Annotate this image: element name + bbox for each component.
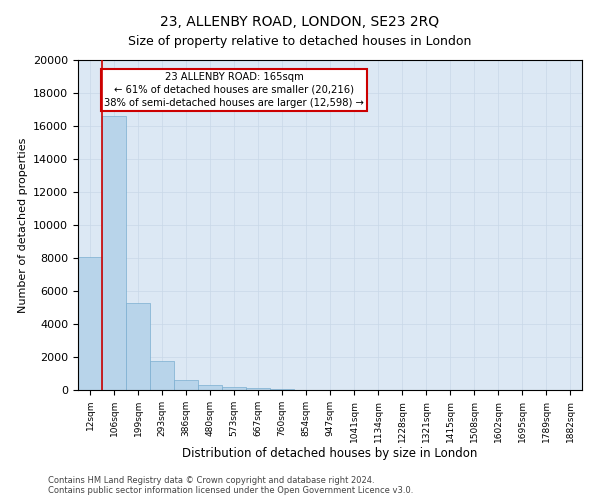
Bar — [174, 380, 198, 390]
Bar — [270, 389, 294, 390]
Text: 23, ALLENBY ROAD, LONDON, SE23 2RQ: 23, ALLENBY ROAD, LONDON, SE23 2RQ — [160, 15, 440, 29]
Text: Size of property relative to detached houses in London: Size of property relative to detached ho… — [128, 35, 472, 48]
Bar — [78, 257, 102, 390]
Text: 23 ALLENBY ROAD: 165sqm
← 61% of detached houses are smaller (20,216)
38% of sem: 23 ALLENBY ROAD: 165sqm ← 61% of detache… — [104, 72, 364, 108]
Bar — [198, 386, 222, 390]
Bar — [102, 116, 126, 390]
Text: Contains HM Land Registry data © Crown copyright and database right 2024.
Contai: Contains HM Land Registry data © Crown c… — [48, 476, 413, 495]
Bar — [222, 387, 246, 390]
Y-axis label: Number of detached properties: Number of detached properties — [17, 138, 28, 312]
Bar — [246, 388, 270, 390]
X-axis label: Distribution of detached houses by size in London: Distribution of detached houses by size … — [182, 448, 478, 460]
Bar — [150, 361, 174, 390]
Bar — [126, 304, 150, 390]
